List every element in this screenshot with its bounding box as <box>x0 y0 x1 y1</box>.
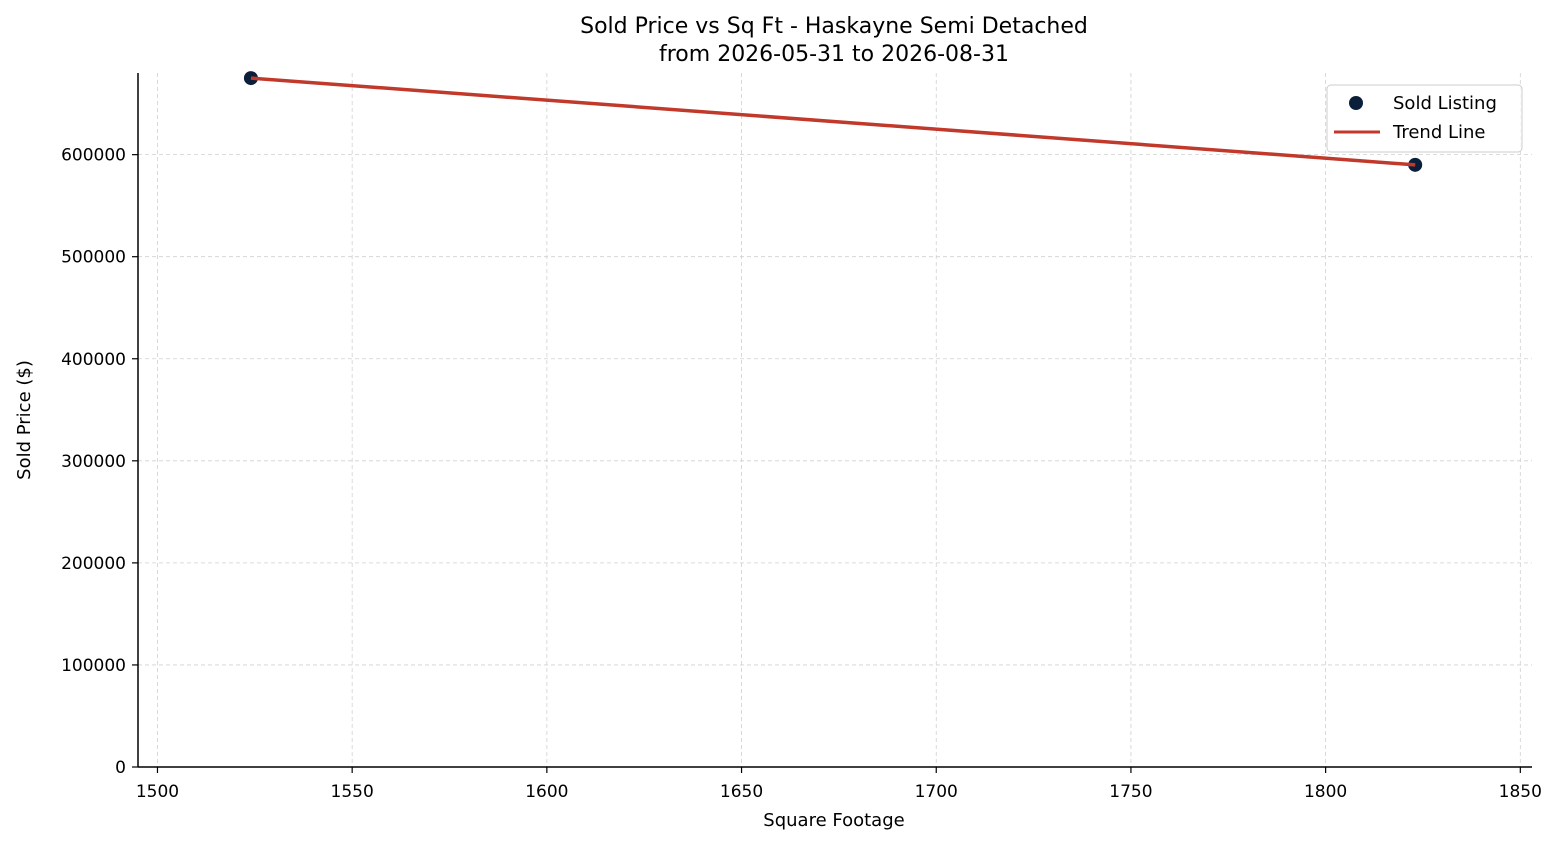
legend: Sold Listing Trend Line <box>1326 84 1523 153</box>
legend-label-sold-listing: Sold Listing <box>1393 93 1497 114</box>
y-axis-ticks: 0 100000 200000 300000 400000 500000 600000 <box>61 146 138 778</box>
x-tick-label: 1850 <box>1499 782 1542 802</box>
chart-title: Sold Price vs Sq Ft - Haskayne Semi Deta… <box>580 14 1088 39</box>
y-tick-label: 0 <box>115 758 126 778</box>
x-tick-label: 1550 <box>331 782 374 802</box>
y-tick-label: 100000 <box>61 656 126 676</box>
x-axis-label: Square Footage <box>763 810 904 831</box>
legend-box <box>1326 84 1523 153</box>
x-tick-label: 1650 <box>720 782 763 802</box>
y-tick-label: 200000 <box>61 554 126 574</box>
y-tick-label: 400000 <box>61 350 126 370</box>
trend-line <box>250 76 1416 167</box>
axes <box>137 73 1532 768</box>
y-tick-label: 600000 <box>61 146 126 166</box>
y-tick-label: 500000 <box>61 248 126 268</box>
x-tick-label: 1800 <box>1304 782 1347 802</box>
x-tick-label: 1700 <box>915 782 958 802</box>
x-tick-label: 1600 <box>525 782 568 802</box>
legend-marker-sold-listing <box>1349 96 1363 110</box>
x-axis-ticks: 1500 1550 1600 1650 1700 1750 1800 1850 <box>136 767 1542 802</box>
plot-area <box>243 71 1423 172</box>
grid <box>138 73 1532 767</box>
x-tick-label: 1500 <box>136 782 179 802</box>
chart-subtitle: from 2026-05-31 to 2026-08-31 <box>659 42 1009 67</box>
y-tick-label: 300000 <box>61 452 126 472</box>
x-tick-label: 1750 <box>1109 782 1152 802</box>
legend-label-trend-line: Trend Line <box>1392 122 1486 143</box>
y-axis-label: Sold Price ($) <box>14 360 35 480</box>
